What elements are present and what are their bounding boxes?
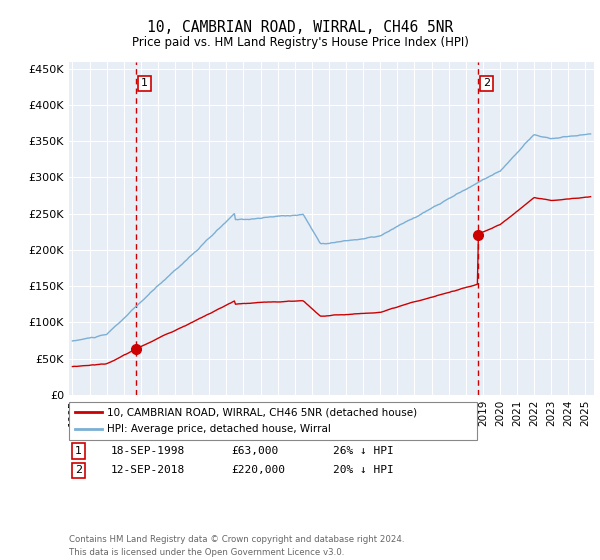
Text: 1: 1: [75, 446, 82, 456]
Text: 1: 1: [141, 78, 148, 88]
Text: 2: 2: [483, 78, 490, 88]
Text: Price paid vs. HM Land Registry's House Price Index (HPI): Price paid vs. HM Land Registry's House …: [131, 36, 469, 49]
Text: 2: 2: [75, 465, 82, 475]
Text: 10, CAMBRIAN ROAD, WIRRAL, CH46 5NR (detached house): 10, CAMBRIAN ROAD, WIRRAL, CH46 5NR (det…: [107, 407, 417, 417]
Text: 10, CAMBRIAN ROAD, WIRRAL, CH46 5NR: 10, CAMBRIAN ROAD, WIRRAL, CH46 5NR: [147, 20, 453, 35]
Text: Contains HM Land Registry data © Crown copyright and database right 2024.
This d: Contains HM Land Registry data © Crown c…: [69, 535, 404, 557]
Text: £220,000: £220,000: [231, 465, 285, 475]
Text: 26% ↓ HPI: 26% ↓ HPI: [333, 446, 394, 456]
Text: 12-SEP-2018: 12-SEP-2018: [111, 465, 185, 475]
Text: 18-SEP-1998: 18-SEP-1998: [111, 446, 185, 456]
Text: 20% ↓ HPI: 20% ↓ HPI: [333, 465, 394, 475]
Text: £63,000: £63,000: [231, 446, 278, 456]
Text: HPI: Average price, detached house, Wirral: HPI: Average price, detached house, Wirr…: [107, 424, 331, 434]
